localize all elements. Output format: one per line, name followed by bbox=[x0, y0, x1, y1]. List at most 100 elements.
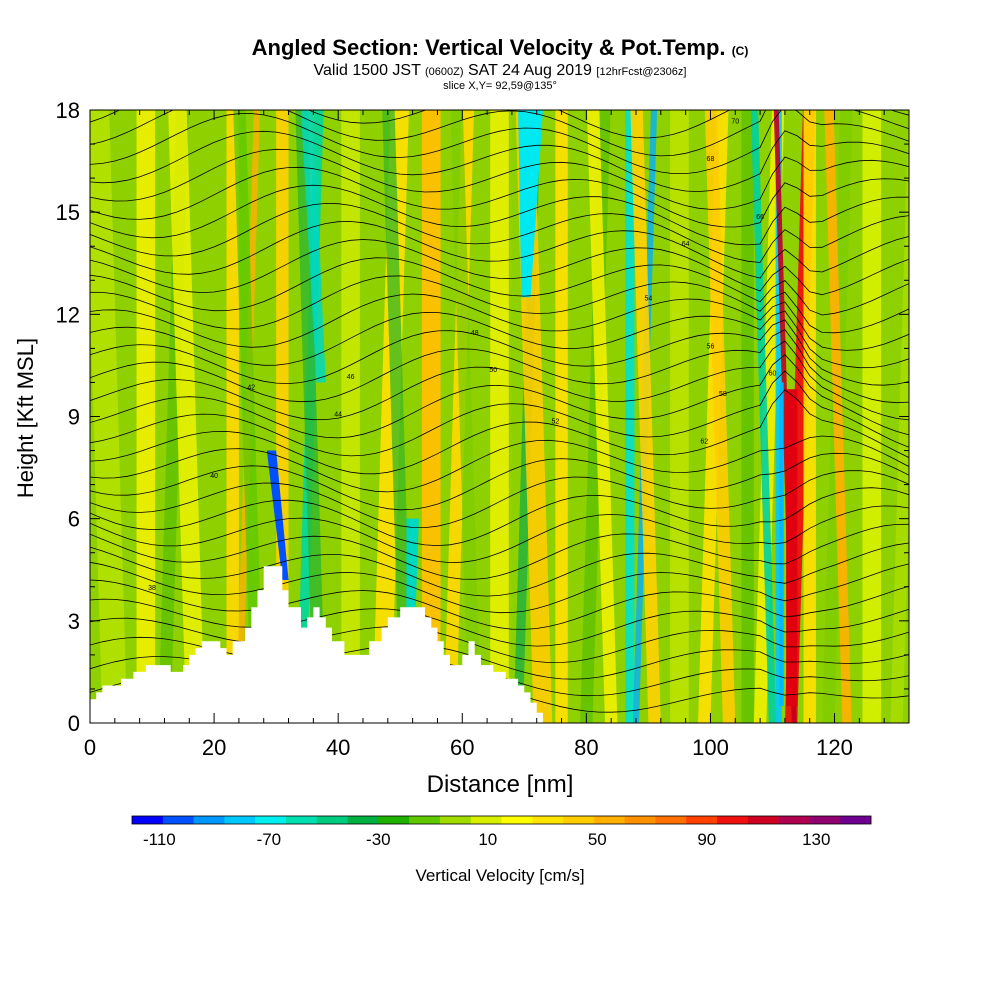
colorbar-swatch bbox=[532, 816, 564, 824]
valid-date: SAT 24 Aug 2019 bbox=[468, 62, 592, 79]
y-tick-label: 9 bbox=[68, 405, 80, 430]
isentrope-line bbox=[90, 110, 909, 157]
downdraft-band bbox=[300, 110, 326, 383]
colorbar-swatch bbox=[840, 816, 872, 824]
isentrope-line bbox=[90, 561, 909, 614]
field-band bbox=[586, 110, 618, 723]
colorbar-swatch bbox=[563, 816, 595, 824]
isentrope-line bbox=[90, 470, 909, 529]
field-band bbox=[295, 110, 326, 723]
colorbar-swatch bbox=[255, 816, 287, 824]
x-tick-label: 120 bbox=[816, 735, 853, 760]
x-axis-label: Distance [nm] bbox=[427, 771, 574, 798]
colorbar-swatch bbox=[624, 816, 656, 824]
isentrope-line bbox=[90, 340, 909, 421]
pot-temp-contours: 38 40 42 44 46 48 50 52 54 56 58 60 62 64 66 68 70 bbox=[90, 110, 909, 713]
colorbar-tick-label: 90 bbox=[697, 830, 716, 849]
isentrope-line bbox=[90, 110, 909, 174]
isentrope-line bbox=[90, 148, 909, 210]
y-tick-label: 12 bbox=[56, 302, 80, 327]
isentrope-label: 48 bbox=[471, 330, 479, 337]
colorbar-frame bbox=[131, 815, 872, 825]
isentrope-label: 54 bbox=[645, 296, 653, 303]
isentrope-label: 42 bbox=[247, 384, 255, 391]
x-tick-label: 100 bbox=[692, 735, 729, 760]
x-tick-label: 0 bbox=[84, 735, 96, 760]
isentrope-line bbox=[90, 579, 909, 630]
field-band bbox=[803, 110, 816, 723]
isentrope-label: 56 bbox=[707, 343, 715, 350]
terrain bbox=[90, 566, 909, 723]
main-title: Angled Section: Vertical Velocity & Pot.… bbox=[251, 35, 726, 60]
isentrope-label: 66 bbox=[756, 214, 764, 221]
colorbar-tick-label: -110 bbox=[143, 830, 176, 849]
downdraft-band bbox=[406, 518, 419, 608]
field-band bbox=[630, 110, 661, 723]
colorbar-swatch bbox=[778, 816, 810, 824]
isentrope-label: 68 bbox=[707, 156, 715, 163]
velocity-field bbox=[90, 110, 909, 723]
isentrope-line bbox=[90, 130, 909, 193]
colorbar-swatch bbox=[470, 816, 502, 824]
terrain-profile bbox=[90, 566, 909, 723]
field-band bbox=[136, 110, 156, 723]
colorbar-tick-label: -70 bbox=[257, 830, 282, 849]
isentrope-label: 38 bbox=[148, 585, 156, 592]
isentrope-line bbox=[90, 389, 909, 475]
isentrope-line bbox=[90, 505, 909, 564]
valid-zulu: (0600Z) bbox=[425, 66, 464, 78]
isentrope-line bbox=[90, 617, 909, 664]
isentrope-line bbox=[90, 184, 909, 246]
isentrope-label: 50 bbox=[489, 367, 497, 374]
downdraft-band bbox=[518, 110, 543, 298]
colorbar-swatch bbox=[409, 816, 441, 824]
isentrope-line bbox=[90, 239, 909, 296]
isentrope-line bbox=[90, 598, 909, 647]
colorbar-swatch bbox=[501, 816, 533, 824]
colorbar-swatch bbox=[285, 816, 318, 824]
isentrope-line bbox=[90, 257, 909, 316]
x-tick-label: 80 bbox=[574, 735, 598, 760]
valid-time: Valid 1500 JST bbox=[313, 62, 421, 79]
isentrope-line bbox=[90, 275, 909, 334]
y-axis-label: Height [Kft MSL] bbox=[13, 338, 38, 498]
isentrope-line bbox=[90, 202, 909, 263]
slice-info: slice X,Y= 92,59@135° bbox=[443, 80, 557, 92]
colorbar-swatch bbox=[132, 816, 164, 824]
field-band bbox=[421, 110, 441, 723]
isentrope-line bbox=[90, 166, 909, 228]
y-tick-label: 18 bbox=[56, 98, 80, 123]
x-tick-label: 20 bbox=[202, 735, 226, 760]
isentrope-line bbox=[90, 542, 909, 597]
colorbar-swatch bbox=[593, 816, 625, 824]
colorbar-swatch bbox=[439, 816, 472, 824]
colorbar-swatch bbox=[162, 816, 194, 824]
y-tick-label: 15 bbox=[56, 200, 80, 225]
updraft-core bbox=[786, 389, 798, 706]
field-band bbox=[704, 110, 736, 723]
field-band bbox=[450, 110, 481, 723]
colorbar-tick-label: 130 bbox=[802, 830, 830, 849]
downdraft-band bbox=[779, 382, 784, 706]
colorbar-swatch bbox=[655, 816, 687, 824]
colorbar-swatch bbox=[378, 816, 410, 824]
field-band bbox=[750, 110, 777, 723]
isentrope-label: 40 bbox=[210, 473, 218, 480]
isentrope-line bbox=[90, 293, 909, 351]
x-tick-label: 60 bbox=[450, 735, 474, 760]
colorbar-swatch bbox=[809, 816, 841, 824]
isentrope-line bbox=[90, 523, 909, 580]
isentrope-line bbox=[90, 354, 909, 439]
isentrope-line bbox=[90, 452, 909, 511]
colorbar-swatch bbox=[316, 816, 348, 824]
field-band bbox=[670, 110, 689, 723]
isentrope-label: 46 bbox=[347, 374, 355, 381]
colorbar-tick-label: 10 bbox=[478, 830, 497, 849]
colorbar-swatch bbox=[224, 816, 256, 824]
isentrope-line bbox=[90, 319, 909, 386]
field-band bbox=[824, 110, 852, 723]
y-tick-label: 0 bbox=[68, 711, 80, 736]
isentrope-label: 64 bbox=[682, 241, 690, 248]
isentrope-label: 58 bbox=[719, 391, 727, 398]
